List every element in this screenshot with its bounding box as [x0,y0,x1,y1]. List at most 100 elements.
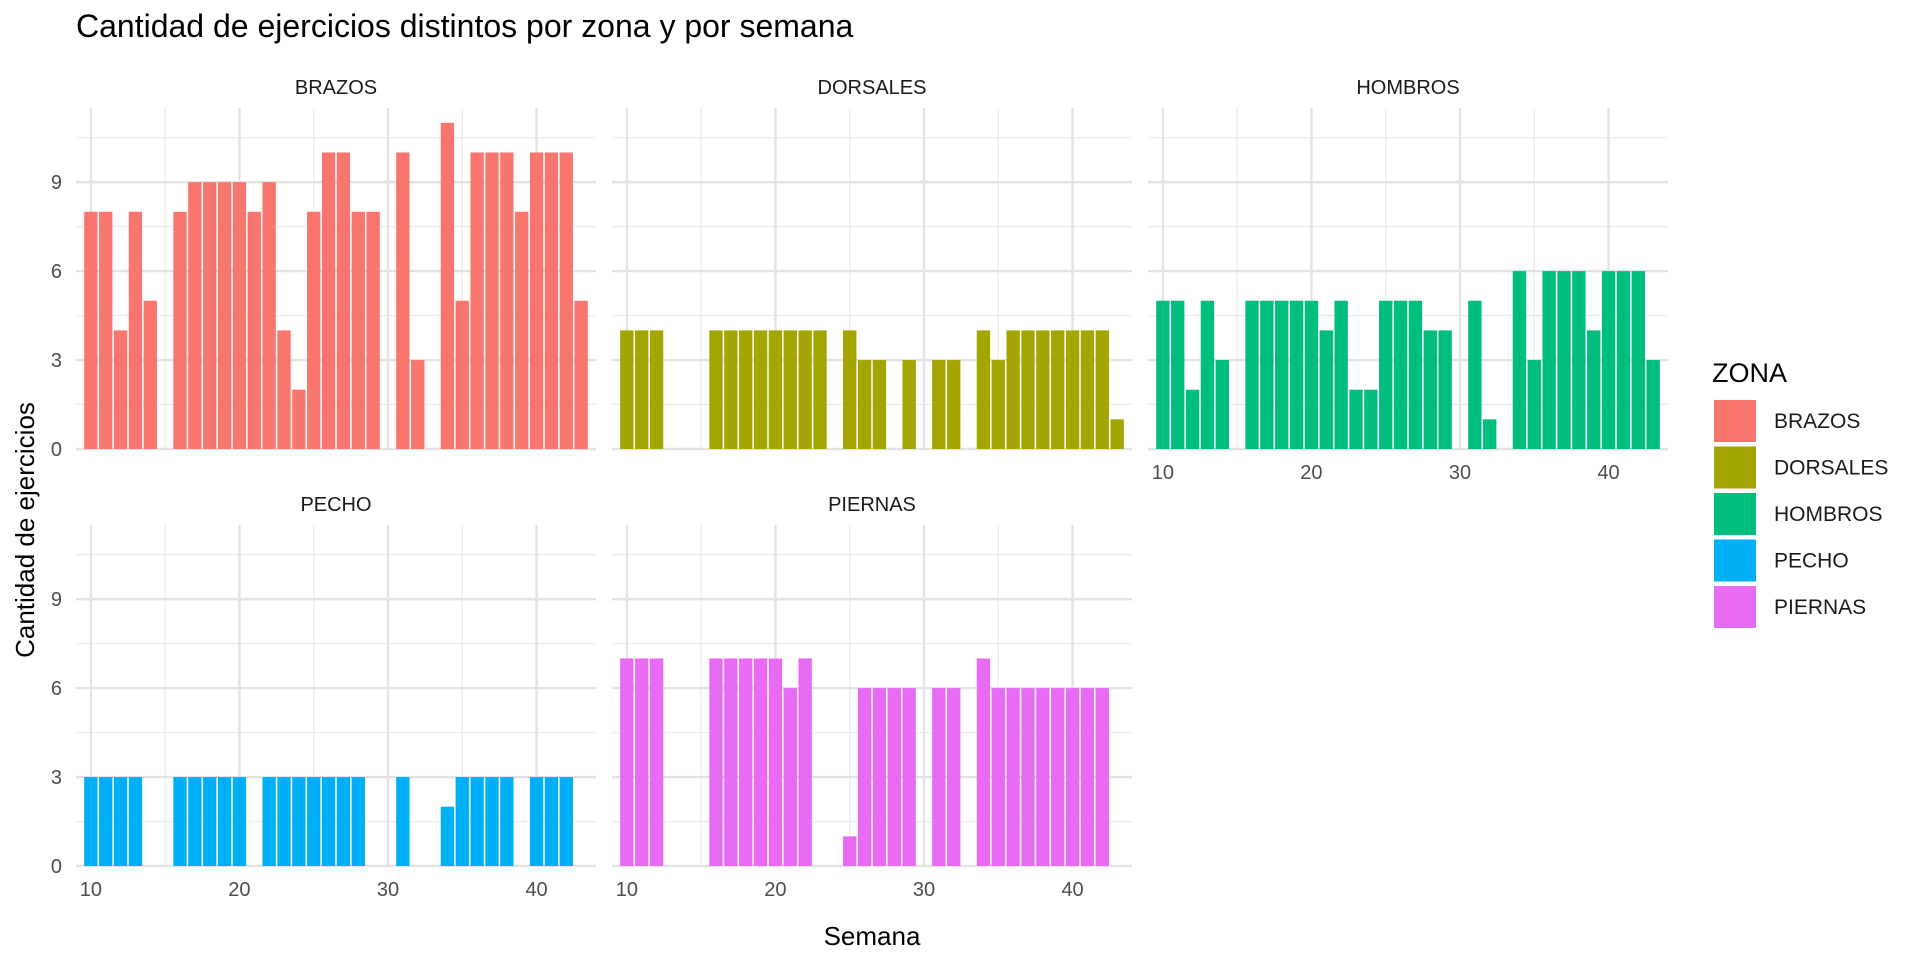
bar-piernas-week-29 [902,688,916,866]
bar-hombros-week-13 [1200,300,1215,449]
bar-dorsales-week-43 [1110,419,1124,449]
bar-piernas-week-20 [768,658,783,866]
bar-brazos-week-16 [173,211,187,449]
bar-brazos-week-17 [188,182,202,449]
bar-pecho-week-13 [128,777,143,866]
bar-piernas-week-36 [1006,688,1020,866]
bar-pecho-week-37 [485,777,499,866]
bar-dorsales-week-39 [1051,330,1065,449]
bar-hombros-week-42 [1631,271,1645,449]
bar-hombros-week-37 [1557,271,1571,449]
bar-dorsales-week-21 [783,330,797,449]
bar-dorsales-week-27 [872,360,887,449]
bar-hombros-week-22 [1334,300,1348,449]
bar-brazos-week-22 [262,182,276,449]
x-tick-label: 40 [1061,879,1083,901]
y-tick-label: 3 [51,350,62,372]
x-tick-label: 10 [80,879,102,901]
x-axis-title: Semana [824,921,921,951]
bar-hombros-week-29 [1438,330,1452,449]
bar-brazos-week-32 [411,360,425,449]
bar-piernas-week-16 [709,658,723,866]
y-tick-label: 3 [51,767,62,789]
bar-dorsales-week-42 [1095,330,1109,449]
bar-piernas-week-25 [843,836,857,866]
bar-dorsales-week-22 [798,330,812,449]
bar-dorsales-week-17 [724,330,738,449]
bar-piernas-week-35 [991,688,1005,866]
bar-brazos-week-43 [574,300,588,449]
bar-dorsales-week-18 [739,330,753,449]
bar-pecho-week-18 [203,777,217,866]
bar-hombros-week-25 [1379,300,1393,449]
bar-brazos-week-38 [500,152,514,449]
bar-hombros-week-16 [1245,300,1259,449]
bar-hombros-week-34 [1512,271,1527,449]
bar-hombros-week-17 [1260,300,1274,449]
bar-piernas-week-39 [1051,688,1065,866]
bar-piernas-week-40 [1065,688,1080,866]
bar-dorsales-week-25 [843,330,857,449]
bar-dorsales-week-26 [857,360,872,449]
bar-dorsales-week-40 [1065,330,1080,449]
y-tick-label: 6 [51,261,62,283]
y-axis-title: Cantidad de ejercicios [10,402,40,658]
bar-hombros-week-27 [1408,300,1423,449]
bar-piernas-week-41 [1080,688,1095,866]
bar-hombros-week-24 [1364,389,1378,449]
bar-hombros-week-31 [1468,300,1482,449]
bar-brazos-week-24 [292,389,306,449]
chart-title: Cantidad de ejercicios distintos por zon… [76,8,854,44]
bar-pecho-week-12 [113,777,128,866]
bar-piernas-week-22 [798,658,812,866]
x-tick-label: 40 [525,879,547,901]
bar-brazos-week-20 [232,182,247,449]
bar-piernas-week-26 [857,688,872,866]
bar-brazos-week-41 [544,152,559,449]
bar-dorsales-week-11 [635,330,649,449]
bar-piernas-week-42 [1095,688,1109,866]
bar-hombros-week-36 [1542,271,1556,449]
bar-dorsales-week-31 [932,360,946,449]
bar-hombros-week-32 [1483,419,1497,449]
bar-pecho-week-41 [544,777,559,866]
bar-dorsales-week-29 [902,360,916,449]
legend-label-pecho: PECHO [1774,550,1849,573]
bar-dorsales-week-36 [1006,330,1020,449]
bar-brazos-week-29 [366,211,380,449]
bar-pecho-week-35 [455,777,469,866]
bar-piernas-week-31 [932,688,946,866]
bar-brazos-week-25 [307,211,321,449]
bar-pecho-week-28 [351,777,365,866]
bar-hombros-week-26 [1393,300,1408,449]
bar-piernas-week-32 [947,688,961,866]
x-tick-label: 30 [913,879,935,901]
bar-dorsales-week-19 [753,330,768,449]
bar-hombros-week-14 [1215,360,1229,449]
bar-dorsales-week-38 [1036,330,1050,449]
bar-hombros-week-35 [1527,360,1541,449]
bar-pecho-week-10 [84,777,98,866]
bar-brazos-week-27 [336,152,351,449]
bar-hombros-week-19 [1289,300,1304,449]
bar-piernas-week-37 [1021,688,1035,866]
bar-piernas-week-10 [620,658,634,866]
y-tick-label: 6 [51,678,62,700]
bar-pecho-week-38 [500,777,514,866]
bar-dorsales-week-16 [709,330,723,449]
legend-key-pecho [1714,539,1756,582]
bar-pecho-week-25 [307,777,321,866]
bar-pecho-week-27 [336,777,351,866]
bar-piernas-week-11 [635,658,649,866]
bar-pecho-week-24 [292,777,306,866]
bar-brazos-week-11 [99,211,113,449]
panel-hombros: HOMBROS 10 20 30 40 [1148,77,1668,484]
bar-brazos-week-40 [529,152,544,449]
y-tick-label: 0 [51,856,62,878]
bar-dorsales-week-34 [976,330,991,449]
bar-hombros-week-21 [1319,330,1333,449]
bar-brazos-week-42 [559,152,573,449]
bar-pecho-week-17 [188,777,202,866]
bar-hombros-week-39 [1587,330,1601,449]
bar-piernas-week-28 [887,688,901,866]
